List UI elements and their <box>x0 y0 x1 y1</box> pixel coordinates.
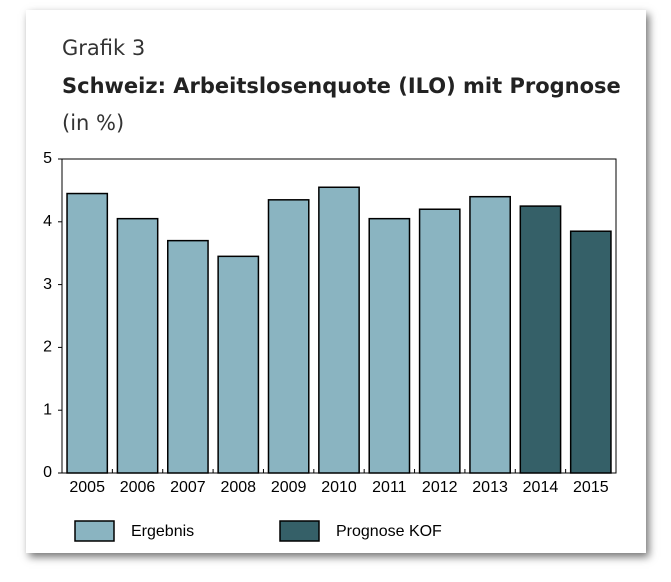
bar <box>569 230 612 474</box>
chart-title: Schweiz: Arbeitslosenquote (ILO) mit Pro… <box>62 74 621 98</box>
x-tick-label: 2011 <box>372 479 407 496</box>
x-tick-label: 2007 <box>170 479 206 496</box>
y-tick-label: 0 <box>43 464 52 481</box>
x-tick-label: 2005 <box>69 479 105 496</box>
legend-label: Ergebnis <box>131 523 194 540</box>
x-tick-label: 2008 <box>220 479 256 496</box>
bar <box>469 195 511 474</box>
bar <box>368 217 411 474</box>
x-tick-label: 2015 <box>573 479 609 496</box>
x-tick-label: 2006 <box>120 479 156 496</box>
y-tick-label: 4 <box>43 213 52 230</box>
x-tick-label: 2012 <box>422 479 458 496</box>
bar <box>267 199 310 474</box>
legend-swatch <box>74 520 115 542</box>
bar <box>66 192 109 474</box>
bar <box>217 255 260 474</box>
bar <box>418 208 461 474</box>
y-tick-label: 1 <box>43 401 52 418</box>
bar <box>116 217 159 474</box>
x-tick-label: 2014 <box>523 479 559 496</box>
chart-label: Grafik 3 <box>62 36 145 60</box>
y-tick-label: 2 <box>43 339 52 356</box>
x-tick-label: 2009 <box>271 479 307 496</box>
y-tick-label: 3 <box>43 276 52 293</box>
bar <box>318 186 360 474</box>
bar <box>167 239 209 474</box>
x-tick-label: 2010 <box>321 479 357 496</box>
chart-subtitle: (in %) <box>62 111 124 135</box>
legend-label: Prognose KOF <box>336 523 442 540</box>
bar <box>519 205 562 474</box>
x-tick-label: 2013 <box>472 479 508 496</box>
y-tick-label: 5 <box>43 150 52 167</box>
legend-swatch <box>279 520 320 542</box>
